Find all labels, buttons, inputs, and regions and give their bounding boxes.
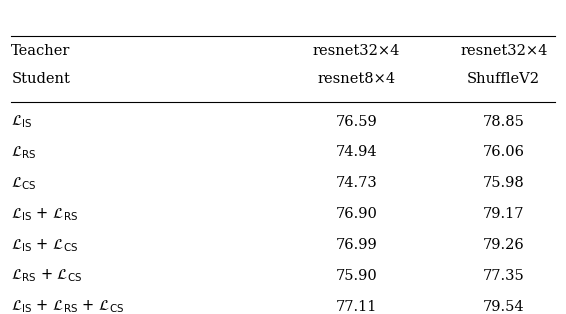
Text: 77.11: 77.11 — [336, 300, 378, 314]
Text: 78.85: 78.85 — [483, 115, 525, 128]
Text: 76.59: 76.59 — [336, 115, 378, 128]
Text: resnet32×4: resnet32×4 — [313, 44, 400, 58]
Text: $\mathcal{L}_{\mathrm{RS}}$: $\mathcal{L}_{\mathrm{RS}}$ — [11, 144, 37, 161]
Text: 79.17: 79.17 — [483, 207, 525, 221]
Text: 79.26: 79.26 — [483, 238, 525, 252]
Text: $\mathcal{L}_{\mathrm{IS}}$: $\mathcal{L}_{\mathrm{IS}}$ — [11, 113, 32, 130]
Text: 79.54: 79.54 — [483, 300, 525, 314]
Text: resnet32×4: resnet32×4 — [460, 44, 547, 58]
Text: ShuffleV2: ShuffleV2 — [468, 72, 540, 86]
Text: $\mathcal{L}_{\mathrm{IS}}$ + $\mathcal{L}_{\mathrm{RS}}$: $\mathcal{L}_{\mathrm{IS}}$ + $\mathcal{… — [11, 206, 79, 223]
Text: 76.90: 76.90 — [336, 207, 378, 221]
Text: 76.99: 76.99 — [336, 238, 378, 252]
Text: 75.90: 75.90 — [336, 269, 378, 283]
Text: 74.94: 74.94 — [336, 145, 378, 160]
Text: resnet8×4: resnet8×4 — [318, 72, 396, 86]
Text: Student: Student — [11, 72, 70, 86]
Text: $\mathcal{L}_{\mathrm{IS}}$ + $\mathcal{L}_{\mathrm{CS}}$: $\mathcal{L}_{\mathrm{IS}}$ + $\mathcal{… — [11, 237, 79, 253]
Text: 77.35: 77.35 — [483, 269, 525, 283]
Text: 76.06: 76.06 — [483, 145, 525, 160]
Text: $\mathcal{L}_{\mathrm{RS}}$ + $\mathcal{L}_{\mathrm{CS}}$: $\mathcal{L}_{\mathrm{RS}}$ + $\mathcal{… — [11, 268, 83, 284]
Text: 75.98: 75.98 — [483, 176, 525, 190]
Text: Teacher: Teacher — [11, 44, 71, 58]
Text: $\mathcal{L}_{\mathrm{IS}}$ + $\mathcal{L}_{\mathrm{RS}}$ + $\mathcal{L}_{\mathr: $\mathcal{L}_{\mathrm{IS}}$ + $\mathcal{… — [11, 299, 125, 314]
Text: 74.73: 74.73 — [336, 176, 378, 190]
Text: $\mathcal{L}_{\mathrm{CS}}$: $\mathcal{L}_{\mathrm{CS}}$ — [11, 175, 37, 192]
